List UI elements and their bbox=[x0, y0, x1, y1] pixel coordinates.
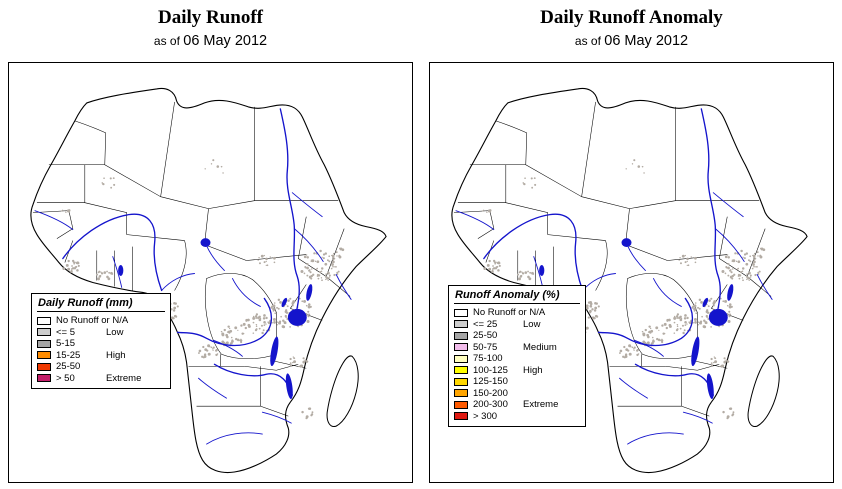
subtitle-prefix: as of bbox=[153, 34, 180, 48]
date-label: 06 May 2012 bbox=[604, 33, 689, 49]
legend-tag-label: Medium bbox=[523, 341, 557, 353]
legend-item: No Runoff or N/A bbox=[454, 307, 580, 319]
page-title: Daily Runoff bbox=[157, 7, 264, 28]
legend-range-label: 75-100 bbox=[473, 353, 503, 364]
legend-range-label: > 50 bbox=[56, 372, 75, 384]
legend-item: 75-100 bbox=[454, 353, 580, 365]
legend-runoff-anomaly: Runoff Anomaly (%) No Runoff or N/A <= 25… bbox=[448, 285, 586, 427]
legend-swatch bbox=[37, 362, 51, 371]
page-title: Daily Runoff Anomaly bbox=[540, 7, 723, 28]
legend-title: Daily Runoff (mm) bbox=[37, 297, 165, 312]
legend-range-label: No Runoff or N/A bbox=[473, 307, 546, 318]
legend-range-label: 25-50 bbox=[56, 361, 81, 372]
subtitle: as of 06 May 2012 bbox=[421, 33, 842, 49]
legend-swatch bbox=[454, 331, 468, 340]
legend-item: > 300 bbox=[454, 411, 580, 423]
legend-range-label: 125-150 bbox=[473, 376, 508, 387]
legend-item: 15-25 High bbox=[37, 350, 165, 362]
legend-item: 50-75 Medium bbox=[454, 342, 580, 354]
legend-range-label: 5-15 bbox=[56, 338, 76, 349]
legend-swatch bbox=[454, 320, 468, 329]
legend-range-label: 25-50 bbox=[473, 330, 498, 341]
legend-item: 5-15 bbox=[37, 338, 165, 350]
legend-range-label: <= 25 bbox=[473, 318, 498, 330]
legend-range-label: No Runoff or N/A bbox=[56, 315, 129, 326]
legend-swatch bbox=[454, 308, 468, 317]
subtitle: as of 06 May 2012 bbox=[0, 33, 421, 49]
legend-range-label: 50-75 bbox=[473, 341, 498, 353]
legend-range-label: 15-25 bbox=[56, 349, 81, 361]
legend-item: > 50 Extreme bbox=[37, 373, 165, 385]
legend-rows: No Runoff or N/A <= 25 Low 25-50 50-75 Medium… bbox=[454, 307, 580, 422]
legend-item: 25-50 bbox=[37, 361, 165, 373]
subtitle-prefix: as of bbox=[574, 34, 601, 48]
legend-item: 25-50 bbox=[454, 330, 580, 342]
legend-item: No Runoff or N/A bbox=[37, 315, 165, 327]
legend-swatch bbox=[454, 389, 468, 398]
legend-swatch bbox=[37, 316, 51, 325]
date-label: 06 May 2012 bbox=[183, 33, 268, 49]
legend-range-label: 150-200 bbox=[473, 387, 508, 399]
legend-range-label: 100-125 bbox=[473, 364, 508, 376]
africa-map-daily-runoff bbox=[30, 87, 387, 474]
legend-swatch bbox=[454, 366, 468, 375]
legend-item: <= 25 Low bbox=[454, 319, 580, 331]
legend-range-label: > 300 bbox=[473, 410, 498, 422]
legend-range-label: <= 5 bbox=[56, 326, 76, 338]
legend-swatch bbox=[37, 374, 51, 383]
legend-swatch bbox=[454, 412, 468, 421]
legend-tag-label: High bbox=[106, 349, 126, 361]
legend-item: 125-150 bbox=[454, 376, 580, 388]
map-frame-runoff-anomaly: Runoff Anomaly (%) No Runoff or N/A <= 25… bbox=[429, 62, 834, 483]
legend-swatch bbox=[454, 354, 468, 363]
legend-item: 100-125 High bbox=[454, 365, 580, 377]
legend-title: Runoff Anomaly (%) bbox=[454, 289, 580, 304]
legend-tag-label: Low bbox=[106, 326, 124, 338]
legend-swatch bbox=[454, 377, 468, 386]
legend-rows: No Runoff or N/A <= 5 Low 5-15 15-25 High 25-5… bbox=[37, 315, 165, 384]
legend-item: 150-200 bbox=[454, 388, 580, 400]
legend-tag-label: Extreme bbox=[106, 372, 142, 384]
legend-tag-label: High bbox=[523, 364, 543, 376]
legend-tag-label: Extreme bbox=[523, 399, 559, 410]
legend-swatch bbox=[37, 328, 51, 337]
panel-daily-runoff-anomaly: Daily Runoff Anomaly as of 06 May 2012 R… bbox=[421, 0, 842, 489]
legend-tag-label: Low bbox=[523, 318, 541, 330]
legend-swatch bbox=[37, 339, 51, 348]
legend-item: 200-300 Extreme bbox=[454, 399, 580, 411]
legend-daily-runoff: Daily Runoff (mm) No Runoff or N/A <= 5 Lo… bbox=[31, 293, 171, 389]
legend-swatch bbox=[454, 400, 468, 409]
panel-daily-runoff: Daily Runoff as of 06 May 2012 Daily Run… bbox=[0, 7, 421, 483]
legend-range-label: 200-300 bbox=[473, 399, 508, 410]
legend-item: <= 5 Low bbox=[37, 327, 165, 339]
legend-swatch bbox=[454, 343, 468, 352]
map-frame-daily-runoff: Daily Runoff (mm) No Runoff or N/A <= 5 Lo… bbox=[8, 62, 413, 483]
legend-swatch bbox=[37, 351, 51, 360]
